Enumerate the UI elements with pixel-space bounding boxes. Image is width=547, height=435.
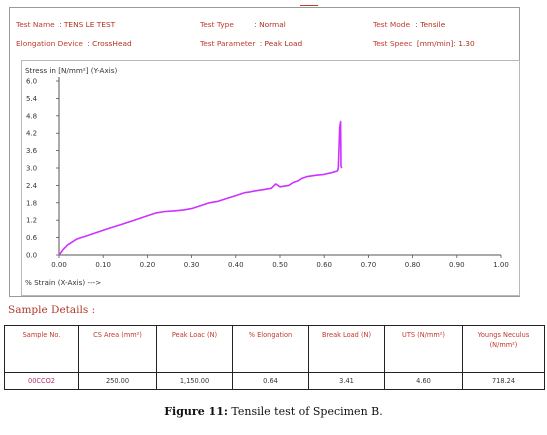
y-tick-label: 0.0 xyxy=(26,252,37,260)
y-tick-label: 6.0 xyxy=(26,78,37,86)
x-tick-label: 0.20 xyxy=(140,261,156,269)
cell-sample-no: 00CCO2 xyxy=(4,372,79,390)
sample-details-table: Sample No. CS Area (mm²) Peak Loac (N) %… xyxy=(4,325,545,390)
stress-strain-series-line xyxy=(58,120,343,256)
test-speed-field: Test Speec [mm/min]: 1.30 xyxy=(373,39,475,48)
test-name-label: Test Name xyxy=(16,20,55,29)
test-parameter-value: : Peak Load xyxy=(259,39,303,48)
y-tick-label: 4.8 xyxy=(26,112,37,120)
col-cs-area: CS Area (mm²) xyxy=(78,325,157,373)
col-elongation: % Elongation xyxy=(232,325,309,373)
x-tick-label: 0.70 xyxy=(361,261,377,269)
sample-details-title: Sample Details : xyxy=(8,304,96,316)
chart-axes xyxy=(58,77,501,256)
y-tick-label: 2.4 xyxy=(26,182,38,190)
stress-strain-chart: Stress in [N/mm²] (Y-Axis) % Strain (X-A… xyxy=(25,66,509,287)
test-name-value: : TENS LE TEST xyxy=(59,20,116,29)
test-type-label: Test Type xyxy=(200,20,234,29)
y-tick-label: 5.4 xyxy=(26,95,38,103)
x-tick-label: 0.10 xyxy=(95,261,111,269)
x-tick-label: 0.90 xyxy=(449,261,465,269)
cell-youngs-modulus: 718.24 xyxy=(462,372,545,390)
elongation-device-label: Elongation Device xyxy=(16,39,83,48)
test-parameter-label: Test Parameter xyxy=(200,39,256,48)
test-type-field: Test Type : Normal xyxy=(200,20,286,29)
x-tick-label: 0.30 xyxy=(184,261,200,269)
figure-caption-label: Figure 11: xyxy=(164,405,228,418)
test-parameter-field: Test Parameter : Peak Load xyxy=(200,39,302,48)
cell-peak-load: 1,150.00 xyxy=(156,372,233,390)
elongation-device-value: : CrossHead xyxy=(87,39,132,48)
y-tick-label: 4.2 xyxy=(26,130,37,138)
test-speed-label: Test Speec xyxy=(373,39,413,48)
y-tick-label: 0.6 xyxy=(26,234,38,242)
col-break-load: Break Load (N) xyxy=(308,325,385,373)
test-mode-field: Test Mode : Tensile xyxy=(373,20,445,29)
test-report-panel: Test Name : TENS LE TEST Test Type : Nor… xyxy=(9,7,520,297)
test-mode-value: : Tensile xyxy=(415,20,446,29)
x-tick-label: 0.50 xyxy=(272,261,288,269)
table-header-row: Sample No. CS Area (mm²) Peak Loac (N) %… xyxy=(4,325,545,373)
table-row: 00CCO2 250.00 1,150.00 0.64 3.41 4.60 71… xyxy=(4,372,545,390)
x-tick-label: 0.80 xyxy=(405,261,421,269)
stress-strain-chart-frame: Stress in [N/mm²] (Y-Axis) % Strain (X-A… xyxy=(21,60,520,296)
cell-uts: 4.60 xyxy=(384,372,463,390)
cell-cs-area: 250.00 xyxy=(78,372,157,390)
test-mode-label: Test Mode xyxy=(373,20,411,29)
test-speed-value: [mm/min]: 1.30 xyxy=(416,39,475,48)
cell-elongation: 0.64 xyxy=(232,372,309,390)
y-tick-label: 1.2 xyxy=(26,217,37,225)
y-tick-label: 1.8 xyxy=(26,199,37,207)
x-tick-label: 0.40 xyxy=(228,261,244,269)
figure-caption-text: Tensile test of Specimen B. xyxy=(227,405,383,418)
chart-series xyxy=(58,120,343,256)
cell-break-load: 3.41 xyxy=(308,372,385,390)
test-name-field: Test Name : TENS LE TEST xyxy=(16,20,115,29)
top-red-mark xyxy=(300,5,318,6)
x-axis-label: % Strain (X-Axis) ---> xyxy=(25,278,101,287)
chart-ticks: 0.00 0.10 0.20 0.30 0.40 0.50 0.60 0.70 0.80 0.90… xyxy=(26,78,509,270)
y-axis-label: Stress in [N/mm²] (Y-Axis) xyxy=(25,66,117,75)
col-peak-load: Peak Loac (N) xyxy=(156,325,233,373)
x-tick-label: 1.00 xyxy=(493,261,509,269)
x-tick-label: 0.00 xyxy=(51,261,67,269)
y-tick-label: 3.0 xyxy=(26,165,37,173)
col-sample-no: Sample No. xyxy=(4,325,79,373)
col-uts: UTS (N/mm²) xyxy=(384,325,463,373)
figure-caption: Figure 11: Tensile test of Specimen B. xyxy=(0,405,547,418)
x-tick-label: 0.60 xyxy=(316,261,332,269)
elongation-device-field: Elongation Device : CrossHead xyxy=(16,39,132,48)
test-type-value: : Normal xyxy=(254,20,286,29)
col-youngs-modulus: Youngs Neculus (N/mm²) xyxy=(462,325,545,373)
y-tick-label: 3.6 xyxy=(26,147,38,155)
